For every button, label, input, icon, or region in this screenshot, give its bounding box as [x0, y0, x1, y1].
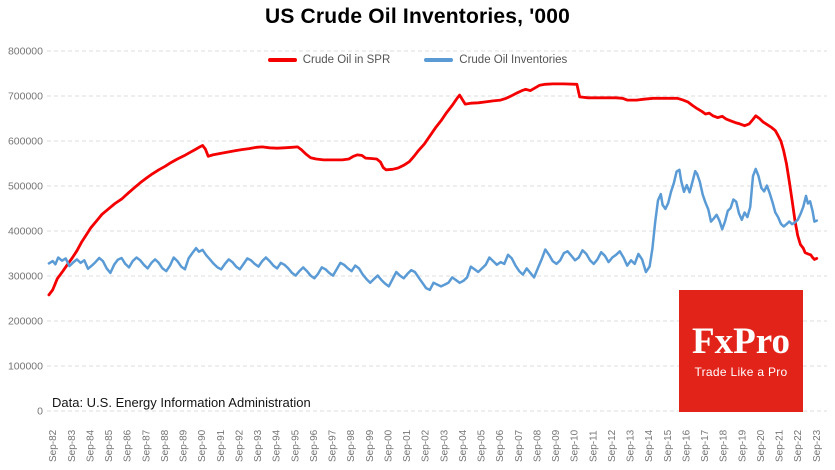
chart-title: US Crude Oil Inventories, '000 — [264, 5, 571, 28]
x-axis-tick-label: Sep-96 — [309, 429, 320, 462]
x-axis-tick-label: Sep-13 — [626, 429, 637, 462]
series-line-crude-oil-in-spr — [47, 82, 819, 297]
x-axis-tick-label: Sep-84 — [85, 429, 96, 462]
y-axis-tick-label: 100000 — [8, 361, 43, 373]
y-axis-tick-label: 700000 — [8, 91, 43, 103]
legend: Crude Oil in SPR Crude Oil Inventories — [0, 54, 835, 66]
x-axis-tick-label: Sep-83 — [67, 429, 78, 462]
red-line-swatch-icon — [267, 58, 297, 62]
fxpro-logo-tagline: Trade Like a Pro — [694, 365, 788, 379]
x-axis-tick-label: Sep-03 — [439, 429, 450, 462]
x-axis-tick-label: Sep-82 — [48, 429, 59, 462]
x-axis-tick-label: Sep-90 — [197, 429, 208, 462]
x-axis-tick-label: Sep-05 — [477, 429, 488, 462]
x-axis-tick-label: Sep-04 — [458, 429, 469, 462]
x-axis-tick-label: Sep-86 — [123, 429, 134, 462]
y-axis-tick-label: 400000 — [8, 226, 43, 238]
fxpro-logo-wordmark: FxPro — [692, 321, 790, 362]
x-axis-tick-label: Sep-18 — [719, 429, 730, 462]
x-axis-tick-label: Sep-87 — [141, 429, 152, 462]
x-axis-tick-label: Sep-14 — [644, 429, 655, 462]
legend-item-crude-oil-inventories: Crude Oil Inventories — [424, 54, 567, 66]
y-axis-tick-label: 800000 — [8, 46, 43, 58]
x-axis-tick-label: Sep-92 — [234, 429, 245, 462]
y-axis-tick-label: 500000 — [8, 181, 43, 193]
y-axis-tick-label: 300000 — [8, 271, 43, 283]
x-axis-tick-label: Sep-93 — [253, 429, 264, 462]
x-axis-tick-label: Sep-22 — [793, 429, 804, 462]
x-axis-tick-label: Sep-95 — [290, 429, 301, 462]
x-axis-tick-label: Sep-02 — [421, 429, 432, 462]
legend-label-spr: Crude Oil in SPR — [302, 54, 391, 66]
x-axis-tick-label: Sep-01 — [402, 429, 413, 462]
x-axis-tick-label: Sep-00 — [383, 429, 394, 462]
x-axis-tick-label: Sep-08 — [532, 429, 543, 462]
x-axis-tick-label: Sep-20 — [756, 429, 767, 462]
y-axis-tick-label: 200000 — [8, 316, 43, 328]
x-axis-tick-label: Sep-98 — [346, 429, 357, 462]
fxpro-logo: FxPro Trade Like a Pro — [679, 290, 803, 412]
x-axis-tick-label: Sep-06 — [495, 429, 506, 462]
x-axis-tick-label: Sep-89 — [179, 429, 190, 462]
x-axis-tick-label: Sep-12 — [607, 429, 618, 462]
x-axis-tick-label: Sep-11 — [588, 430, 599, 462]
blue-line-swatch-icon — [424, 58, 454, 62]
x-axis-tick-label: Sep-17 — [700, 429, 711, 462]
series-line-crude-oil-inventories — [47, 167, 819, 292]
x-axis-tick-label: Sep-88 — [160, 429, 171, 462]
x-axis-tick-label: Sep-21 — [775, 429, 786, 462]
x-axis-tick-label: Sep-94 — [272, 429, 283, 462]
x-axis-tick-label: Sep-10 — [570, 429, 581, 462]
y-axis-tick-label: 0 — [37, 406, 43, 418]
x-axis-tick-label: Sep-09 — [551, 429, 562, 462]
x-axis-tick-label: Sep-97 — [328, 429, 339, 462]
x-axis-tick-label: Sep-16 — [681, 429, 692, 462]
x-axis-tick-label: Sep-15 — [663, 429, 674, 462]
x-axis-tick-label: Sep-85 — [104, 429, 115, 462]
x-axis-tick-label: Sep-23 — [812, 429, 823, 462]
x-axis-tick-label: Sep-07 — [514, 429, 525, 462]
x-axis-tick-label: Sep-19 — [737, 429, 748, 462]
data-source-note: Data: U.S. Energy Information Administra… — [52, 395, 311, 410]
legend-item-crude-oil-in-spr: Crude Oil in SPR — [267, 54, 391, 66]
x-axis-tick-label: Sep-99 — [365, 429, 376, 462]
x-axis-tick-label: Sep-91 — [216, 429, 227, 462]
legend-label-inventories: Crude Oil Inventories — [459, 54, 568, 66]
y-axis-tick-label: 600000 — [8, 136, 43, 148]
